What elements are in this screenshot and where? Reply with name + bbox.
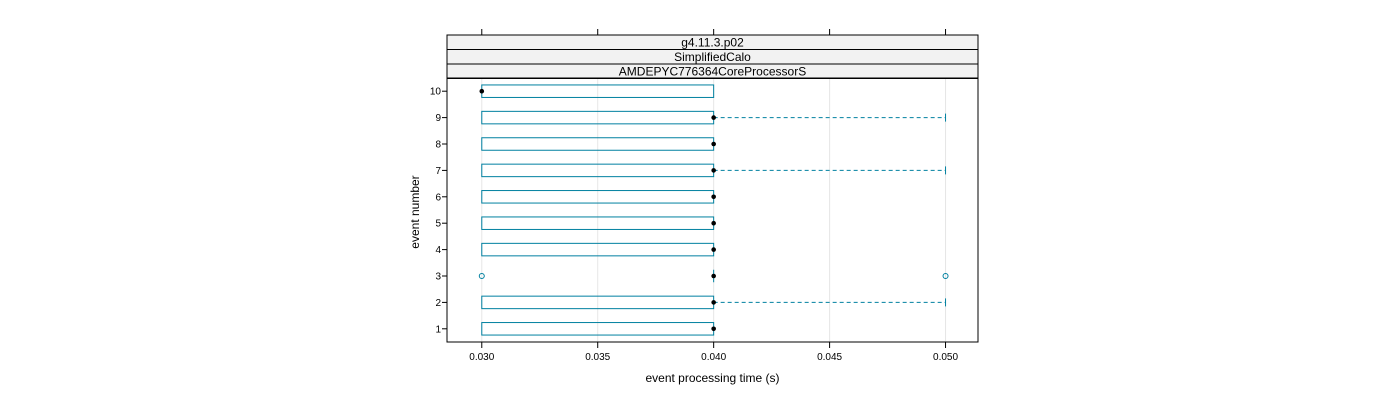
- y-tick-label-8: 9: [435, 113, 441, 124]
- strip-label-0: g4.11.3.p02: [681, 36, 744, 50]
- box-group-event-8: [481, 137, 716, 151]
- outlier-event-3-0: [478, 273, 485, 279]
- median-dot-event-5: [711, 220, 716, 226]
- median-dot-event-4: [711, 247, 716, 252]
- x-tick-label-1: 0.035: [585, 352, 610, 363]
- median-dot-event-8: [711, 141, 716, 147]
- x-tick-label-2: 0.040: [701, 352, 726, 363]
- median-dot-event-10: [479, 88, 485, 94]
- median-dot-event-1: [711, 326, 716, 332]
- box-group-event-2: [481, 295, 947, 310]
- strip-label-1: SimplifiedCalo: [674, 50, 751, 64]
- median-dot-event-6: [711, 194, 716, 200]
- median-dot-event-7: [711, 168, 716, 173]
- box-group-event-1: [481, 322, 716, 336]
- box-group-event-10: [479, 84, 715, 98]
- y-tick-label-3: 4: [435, 245, 441, 256]
- y-tick-label-7: 8: [435, 140, 441, 151]
- outlier-event-3-1: [942, 273, 949, 279]
- y-tick-label-9: 10: [430, 87, 442, 98]
- x-tick-label-3: 0.045: [817, 352, 842, 363]
- strip-label-2: AMDEPYC776364CoreProcessorS: [619, 65, 806, 79]
- y-tick-label-5: 6: [435, 192, 441, 203]
- median-dot-event-3: [711, 273, 716, 279]
- box-group-event-9: [481, 110, 947, 125]
- box-group-event-3: [478, 269, 949, 283]
- box-group-event-7: [481, 163, 947, 178]
- median-dot-event-9: [711, 115, 716, 120]
- x-axis-title: event processing time (s): [645, 371, 779, 385]
- panel-frame: [446, 77, 979, 343]
- y-tick-label-0: 1: [435, 324, 441, 335]
- y-tick-label-6: 7: [435, 166, 441, 177]
- y-axis-title: event number: [408, 175, 422, 248]
- y-tick-label-4: 5: [435, 219, 441, 230]
- y-tick-label-1: 2: [435, 298, 441, 309]
- median-dot-event-2: [711, 300, 716, 305]
- box-group-event-5: [481, 216, 716, 230]
- y-tick-label-2: 3: [435, 272, 441, 283]
- box-group-event-4: [481, 242, 716, 257]
- x-tick-label-4: 0.050: [933, 352, 958, 363]
- x-tick-label-0: 0.030: [469, 352, 494, 363]
- box-group-event-6: [481, 190, 716, 204]
